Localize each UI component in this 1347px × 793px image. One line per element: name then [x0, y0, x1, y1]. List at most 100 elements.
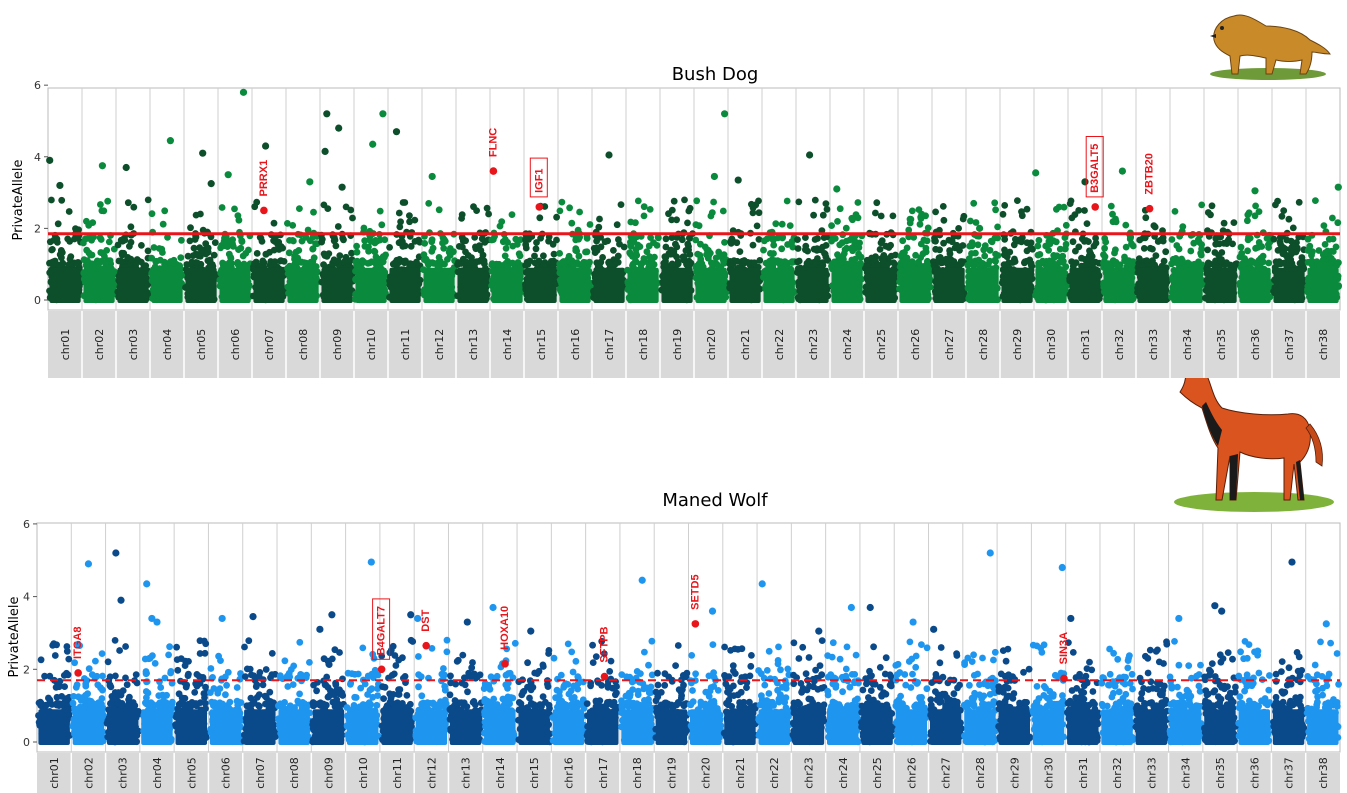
data-point [953, 242, 961, 250]
data-point [231, 205, 238, 213]
data-point [440, 236, 448, 244]
data-point [605, 260, 613, 267]
data-point [684, 240, 692, 248]
data-point [533, 239, 540, 246]
data-point [751, 259, 758, 267]
data-point [194, 252, 202, 260]
data-point [550, 250, 558, 258]
data-point [437, 258, 444, 265]
data-point [501, 252, 509, 260]
data-point [640, 255, 648, 262]
data-point [1274, 260, 1282, 268]
chromosome-label: chr35 [1214, 757, 1227, 789]
data-point [381, 236, 389, 244]
data-point [994, 223, 1001, 231]
data-point [806, 151, 814, 159]
data-point [1223, 240, 1231, 248]
data-point [591, 249, 599, 256]
data-point [1258, 243, 1266, 250]
data-point [1171, 208, 1179, 215]
chromosome-label: chr23 [807, 329, 820, 361]
data-point [48, 196, 55, 204]
data-point [57, 249, 65, 257]
data-point [634, 197, 642, 205]
data-point [424, 259, 431, 266]
data-point [586, 221, 594, 228]
data-point [976, 224, 984, 232]
data-point [473, 207, 480, 215]
data-point [336, 252, 344, 259]
chromosome-label: chr36 [1249, 329, 1262, 361]
data-point [1125, 257, 1133, 265]
data-point [124, 199, 132, 207]
data-point [41, 672, 48, 680]
data-point [899, 237, 907, 245]
data-point [740, 257, 748, 264]
data-point [392, 128, 401, 136]
data-point [833, 185, 841, 193]
data-point [936, 254, 944, 261]
data-point [749, 241, 757, 249]
data-point [922, 212, 929, 220]
gene-label: ZBTB20 [1144, 153, 1156, 195]
chromosome-label: chr34 [1181, 329, 1194, 361]
data-point [959, 215, 967, 223]
data-point [150, 244, 158, 251]
data-point [708, 209, 716, 217]
data-point [1081, 207, 1088, 214]
chromosome-label: chr24 [837, 757, 850, 789]
data-point [696, 251, 704, 259]
dense-point-cluster [117, 267, 149, 303]
data-point [148, 210, 156, 218]
dense-point-cluster [1001, 267, 1033, 303]
data-point [1280, 259, 1287, 267]
data-point [1046, 235, 1054, 242]
data-point [558, 259, 566, 267]
data-point [407, 242, 415, 250]
data-point [991, 199, 999, 207]
data-point [502, 245, 510, 252]
data-point [166, 137, 174, 145]
data-point [296, 205, 303, 213]
data-point [515, 250, 523, 258]
dense-point-cluster [1035, 267, 1067, 303]
data-point [680, 253, 688, 260]
data-point [1062, 221, 1070, 229]
data-point [640, 203, 648, 211]
dense-point-cluster [525, 267, 557, 303]
data-point [550, 257, 558, 265]
data-point [1334, 259, 1342, 266]
data-point [224, 171, 232, 179]
data-point [1204, 246, 1211, 254]
data-point [872, 209, 879, 217]
dense-point-cluster [355, 267, 387, 303]
data-point [682, 247, 690, 254]
data-point [1291, 242, 1298, 250]
data-point [137, 258, 145, 266]
data-point [320, 250, 328, 258]
chromosome-label: chr21 [734, 757, 747, 789]
data-point [802, 246, 809, 254]
data-point [986, 257, 994, 265]
data-point [627, 218, 635, 226]
dense-point-cluster [287, 267, 319, 303]
data-point [981, 252, 989, 260]
data-point [105, 238, 113, 246]
data-point [582, 248, 589, 256]
data-point [446, 245, 454, 252]
data-point [761, 237, 768, 245]
data-point [540, 252, 547, 260]
data-point [471, 234, 479, 241]
data-point [440, 244, 448, 252]
data-point [1035, 236, 1043, 244]
data-point [485, 210, 492, 218]
data-point [1140, 245, 1148, 252]
y-tick-label: 6 [23, 518, 30, 531]
dense-point-cluster [661, 267, 693, 303]
dense-point-cluster [831, 267, 863, 303]
data-point [481, 260, 488, 268]
data-point [770, 241, 778, 249]
chromosome-label: chr30 [1045, 329, 1058, 361]
data-point [906, 215, 914, 223]
y-tick-label: 0 [23, 736, 30, 749]
